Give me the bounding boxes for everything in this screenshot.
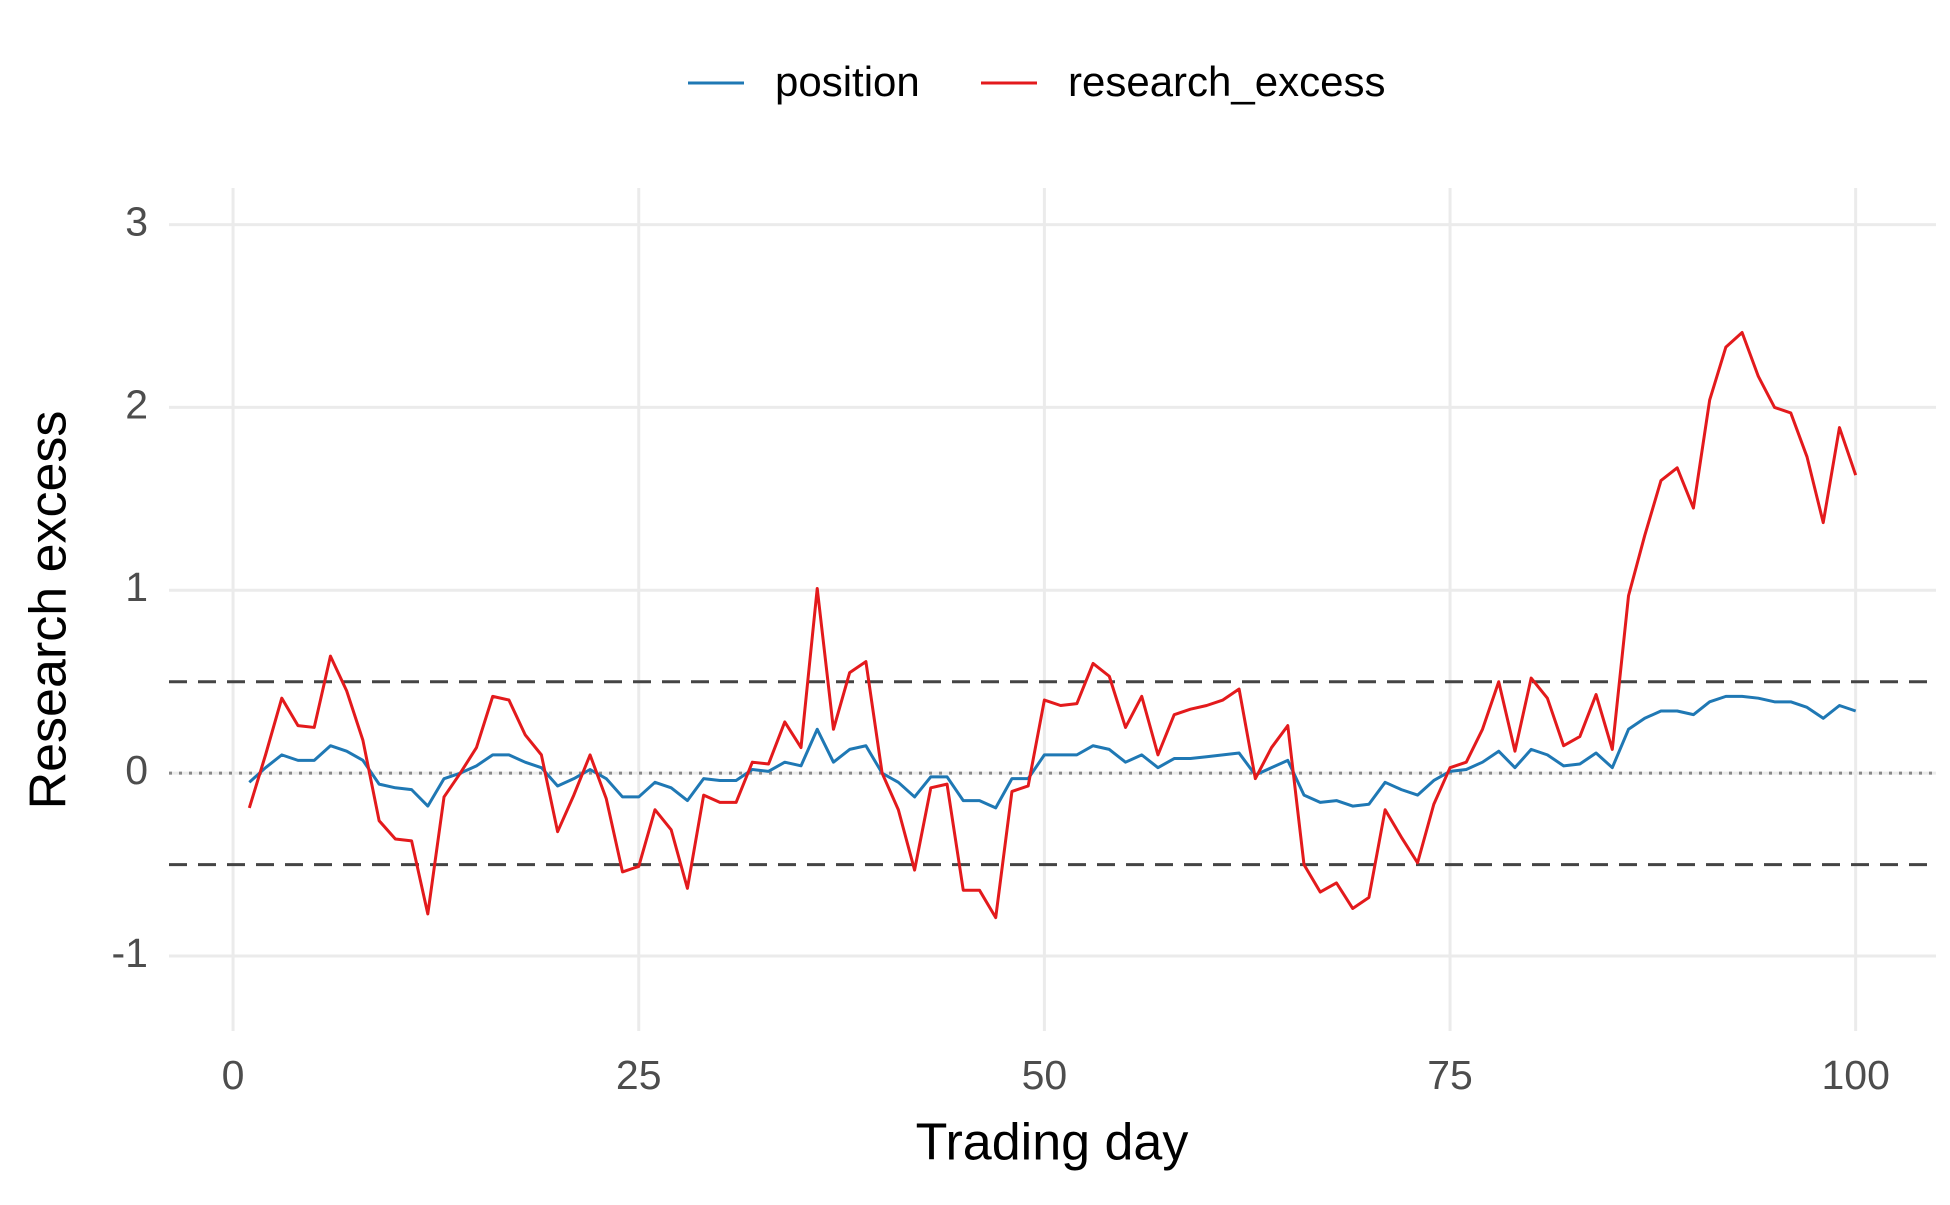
data-line xyxy=(248,694,1857,810)
y-tick-label: 0 xyxy=(125,747,148,793)
y-tick-label: -1 xyxy=(112,930,148,976)
y-tick-label: 1 xyxy=(125,564,148,610)
legend-label: research_excess xyxy=(1068,58,1385,105)
x-tick-label: 25 xyxy=(616,1052,662,1098)
x-tick-label: 0 xyxy=(222,1052,245,1098)
y-tick-label: 2 xyxy=(125,381,148,427)
y-axis-title: Research excess xyxy=(20,411,78,810)
x-axis-title: Trading day xyxy=(916,1114,1189,1172)
x-tick-label: 100 xyxy=(1821,1052,1889,1098)
data-line xyxy=(247,330,1858,920)
x-tick-label: 75 xyxy=(1427,1052,1473,1098)
legend-label: position xyxy=(775,58,920,105)
x-tick-label: 50 xyxy=(1022,1052,1068,1098)
y-tick-label: 3 xyxy=(125,198,148,244)
